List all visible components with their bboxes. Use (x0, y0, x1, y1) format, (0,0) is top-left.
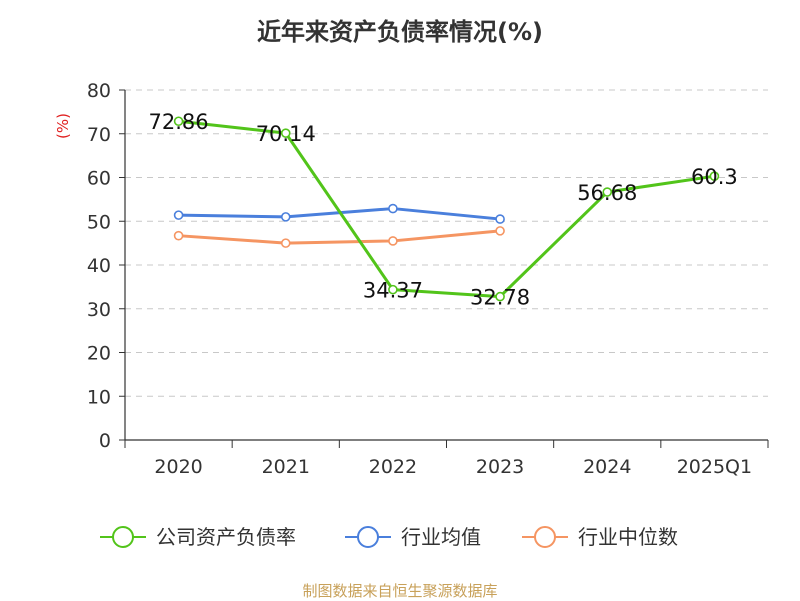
y-tick-label: 70 (87, 124, 111, 146)
data-point (280, 212, 291, 222)
data-point (388, 203, 398, 214)
legend-label: 行业中位数 (578, 525, 678, 549)
legend-label: 公司资产负债率 (156, 525, 296, 549)
x-tick-label: 2021 (262, 456, 310, 478)
axes: 0 10 20 30 40 50 60 70 80 (%) 2020 2021 2022 2023 2024… (54, 80, 769, 478)
y-tick-label: 60 (87, 168, 111, 190)
x-tick-label: 2024 (583, 456, 631, 478)
data-point (495, 214, 505, 224)
x-tick-label: 2025Q1 (677, 456, 752, 478)
legend-marker (534, 526, 556, 548)
data-label: 60.3 (691, 165, 738, 189)
y-tick-label: 10 (87, 386, 111, 408)
data-point (173, 116, 184, 127)
data-source-note: 制图数据来自恒生聚源数据库 (302, 582, 498, 600)
data-point (280, 128, 291, 138)
legend: 公司资产负债率 行业均值 行业中位数 (100, 525, 678, 549)
y-tick-label: 0 (99, 430, 111, 452)
y-tick-label: 20 (87, 343, 111, 365)
series-line (178, 119, 715, 299)
y-tick-label: 80 (87, 80, 111, 102)
legend-marker (357, 526, 379, 548)
y-tick-label: 50 (87, 211, 111, 233)
data-point (173, 210, 184, 220)
x-tick-label: 2022 (369, 456, 417, 478)
data-point (495, 226, 505, 236)
data-label: 32.78 (470, 286, 530, 310)
data-label: 72.86 (149, 110, 209, 134)
x-tick-label: 2020 (154, 456, 202, 478)
x-tick-label: 2023 (476, 456, 524, 478)
data-point (495, 291, 505, 302)
y-tick-label: 40 (87, 255, 111, 277)
data-point (388, 236, 398, 246)
series-line (178, 229, 501, 245)
y-axis-label: (%) (54, 113, 72, 139)
data-point (602, 187, 613, 197)
legend-label: 行业均值 (401, 525, 481, 549)
gridlines (125, 89, 768, 397)
data-point (709, 171, 720, 181)
data-label: 34.37 (363, 279, 423, 303)
legend-marker (112, 526, 134, 548)
chart-title: 近年来资产负债率情况(%) (257, 18, 543, 46)
data-point (388, 284, 398, 295)
y-tick-label: 30 (87, 299, 111, 321)
data-point (173, 230, 184, 241)
data-label: 56.68 (577, 181, 637, 205)
data-label: 70.14 (256, 122, 316, 146)
data-labels: 72.86 70.14 34.37 32.78 56.68 60.3 (149, 110, 738, 309)
series-group (173, 116, 720, 302)
data-point (280, 238, 291, 248)
